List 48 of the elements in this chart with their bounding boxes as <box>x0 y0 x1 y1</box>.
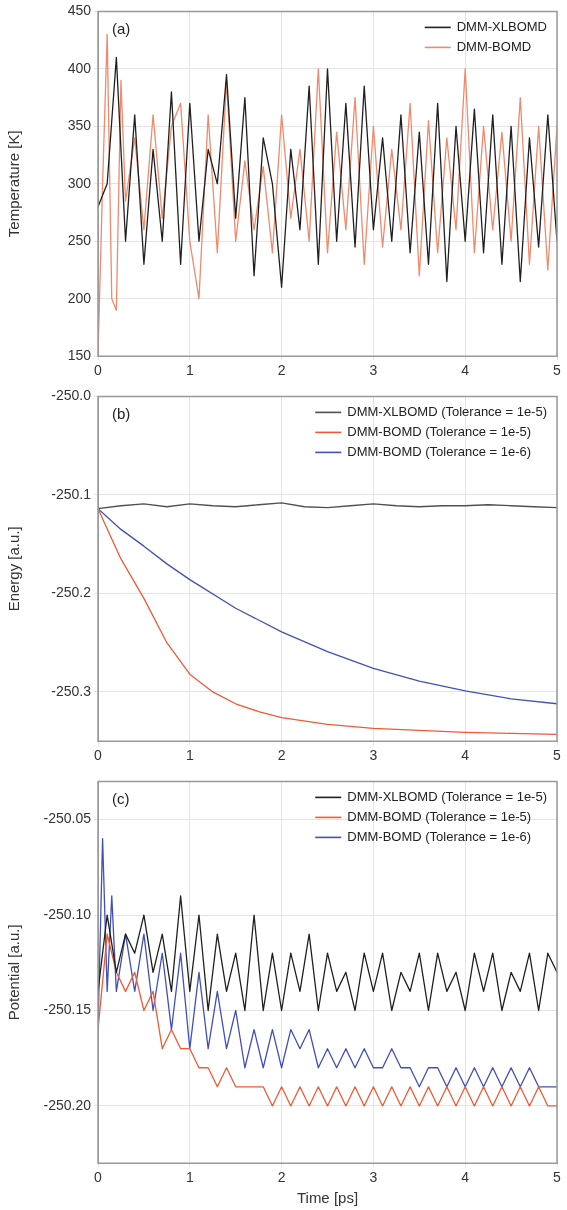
annotation: (c) <box>112 789 130 807</box>
x-tick-label: 2 <box>277 1169 286 1186</box>
x-tick-label: 5 <box>553 747 562 764</box>
y-tick-label: -250.0 <box>51 387 92 404</box>
y-tick-label: -250.05 <box>43 810 92 827</box>
x-tick-label: 4 <box>461 1169 470 1186</box>
y-tick-label: -250.20 <box>43 1096 92 1113</box>
x-tick-label: 0 <box>94 362 103 379</box>
y-tick-label: -250.2 <box>51 584 92 601</box>
y-tick-label: 200 <box>67 289 92 306</box>
y-axis-title: Potential [a.u.] <box>5 924 23 1021</box>
legend-label: DMM-XLBOMD (Tolerance = 1e-5) <box>347 788 547 804</box>
annotation: (b) <box>112 404 131 422</box>
x-tick-label: 0 <box>94 747 103 764</box>
y-tick-label: 400 <box>67 59 92 76</box>
x-tick-label: 1 <box>185 362 194 379</box>
x-tick-label: 0 <box>94 1169 103 1186</box>
x-tick-label: 4 <box>461 362 470 379</box>
y-tick-label: -250.10 <box>43 905 92 922</box>
y-tick-label: 350 <box>67 117 92 134</box>
y-tick-label: 250 <box>67 232 92 249</box>
legend-label: DMM-XLBOMD <box>456 18 547 34</box>
legend-label: DMM-BOMD (Tolerance = 1e-6) <box>347 828 532 844</box>
x-tick-label: 1 <box>185 1169 194 1186</box>
legend-label: DMM-BOMD (Tolerance = 1e-5) <box>347 808 532 824</box>
annotation: (a) <box>112 19 131 37</box>
legend-label: DMM-XLBOMD (Tolerance = 1e-5) <box>347 403 547 419</box>
x-tick-label: 1 <box>185 747 194 764</box>
y-axis-title: Energy [a.u.] <box>5 526 23 612</box>
x-tick-label: 4 <box>461 747 470 764</box>
x-axis-title: Time [ps] <box>296 1189 359 1207</box>
legend-label: DMM-BOMD <box>456 38 532 54</box>
x-tick-label: 3 <box>369 362 378 379</box>
x-tick-label: 2 <box>277 362 286 379</box>
y-tick-label: -250.15 <box>43 1001 92 1018</box>
x-tick-label: 3 <box>369 1169 378 1186</box>
y-tick-label: 300 <box>67 174 92 191</box>
y-tick-label: 450 <box>67 2 92 19</box>
x-tick-label: 3 <box>369 747 378 764</box>
y-tick-label: 150 <box>67 347 92 364</box>
x-tick-label: 5 <box>553 1169 562 1186</box>
y-axis-title: Temperature [K] <box>5 130 23 238</box>
y-tick-label: -250.3 <box>51 682 92 699</box>
x-tick-label: 2 <box>277 747 286 764</box>
y-tick-label: -250.1 <box>51 485 92 502</box>
legend-label: DMM-BOMD (Tolerance = 1e-5) <box>347 423 532 439</box>
legend-label: DMM-BOMD (Tolerance = 1e-6) <box>347 443 532 459</box>
x-tick-label: 5 <box>553 362 562 379</box>
